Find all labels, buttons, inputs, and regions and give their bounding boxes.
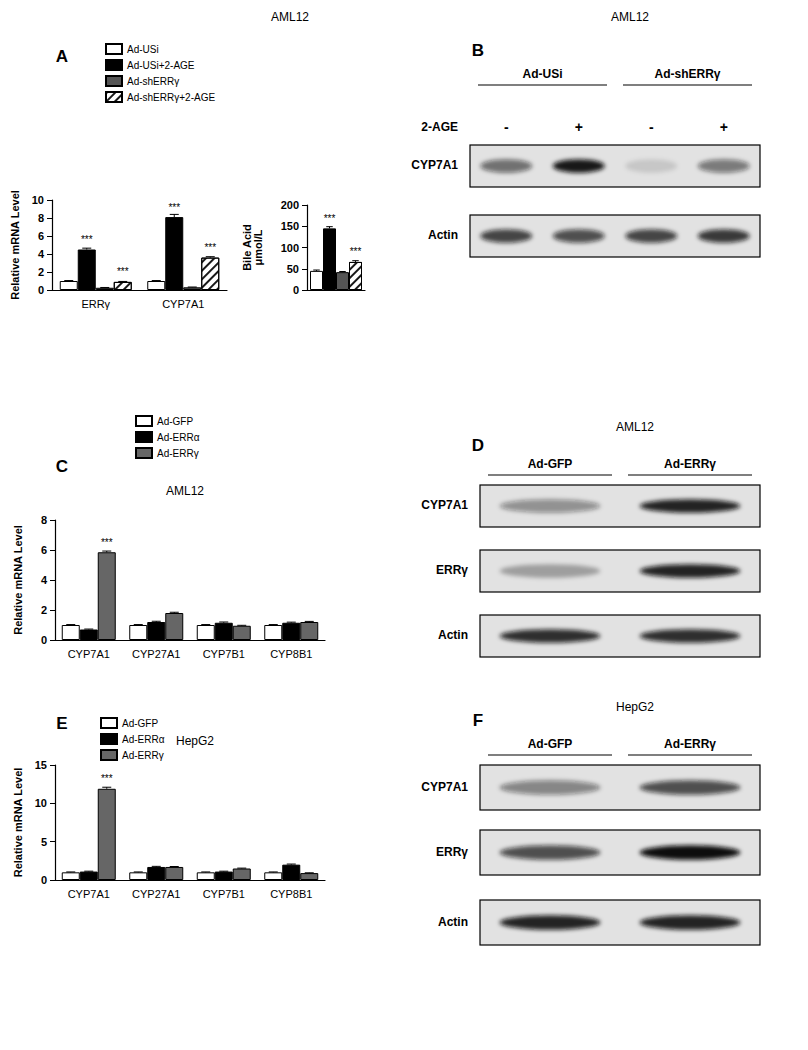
svg-text:μmol/L: μmol/L: [252, 229, 264, 265]
svg-text:2: 2: [38, 266, 44, 278]
svg-text:A: A: [56, 47, 68, 66]
svg-text:0: 0: [38, 284, 44, 296]
svg-text:***: ***: [117, 266, 129, 277]
svg-text:15: 15: [35, 759, 47, 771]
svg-text:ERRγ: ERRγ: [436, 845, 468, 859]
svg-text:CYP27A1: CYP27A1: [132, 648, 180, 660]
svg-text:CYP7A1: CYP7A1: [421, 780, 468, 794]
svg-text:5: 5: [41, 836, 47, 848]
svg-text:2-AGE: 2-AGE: [421, 120, 458, 134]
svg-text:4: 4: [38, 248, 45, 260]
svg-text:0: 0: [41, 874, 47, 886]
svg-text:Relative mRNA Level: Relative mRNA Level: [12, 768, 24, 878]
svg-text:D: D: [472, 436, 484, 455]
svg-text:-: -: [504, 119, 509, 135]
svg-text:Ad-ERRγ: Ad-ERRγ: [664, 737, 716, 751]
svg-text:AML12: AML12: [611, 10, 649, 24]
svg-text:HepG2: HepG2: [176, 734, 214, 748]
svg-text:ERRγ: ERRγ: [436, 563, 468, 577]
svg-text:B: B: [472, 41, 484, 60]
svg-text:CYP7A1: CYP7A1: [162, 298, 204, 310]
svg-text:CYP7A1: CYP7A1: [68, 888, 110, 900]
svg-text:CYP27A1: CYP27A1: [132, 888, 180, 900]
svg-text:Ad-shERRγ+2-AGE: Ad-shERRγ+2-AGE: [127, 92, 215, 103]
svg-text:Ad-GFP: Ad-GFP: [122, 718, 158, 729]
svg-text:Ad-USi: Ad-USi: [127, 44, 159, 55]
svg-text:Bile Acid: Bile Acid: [240, 224, 253, 271]
svg-text:C: C: [56, 457, 68, 476]
svg-text:50: 50: [287, 263, 299, 275]
svg-text:***: ***: [101, 537, 113, 548]
svg-text:Ad-GFP: Ad-GFP: [528, 457, 573, 471]
svg-text:E: E: [56, 714, 67, 733]
svg-text:Ad-shERRγ: Ad-shERRγ: [654, 67, 720, 81]
svg-text:Ad-ERRγ: Ad-ERRγ: [664, 457, 716, 471]
svg-text:AML12: AML12: [271, 10, 309, 24]
svg-text:***: ***: [101, 773, 113, 784]
svg-text:Ad-GFP: Ad-GFP: [528, 737, 573, 751]
svg-text:CYP7B1: CYP7B1: [203, 888, 245, 900]
svg-text:Ad-USi: Ad-USi: [523, 67, 563, 81]
svg-text:0: 0: [293, 284, 299, 296]
svg-text:AML12: AML12: [166, 484, 204, 498]
svg-text:CYP7A1: CYP7A1: [421, 498, 468, 512]
svg-text:Ad-USi+2-AGE: Ad-USi+2-AGE: [127, 60, 195, 71]
svg-text:Ad-GFP: Ad-GFP: [157, 416, 193, 427]
svg-text:0: 0: [41, 634, 47, 646]
svg-text:***: ***: [324, 213, 336, 224]
svg-text:***: ***: [81, 234, 93, 245]
svg-text:8: 8: [38, 212, 44, 224]
svg-text:CYP8B1: CYP8B1: [270, 648, 312, 660]
svg-text:150: 150: [281, 220, 299, 232]
svg-text:Actin: Actin: [438, 915, 468, 929]
svg-text:***: ***: [350, 246, 362, 257]
svg-text:CYP7A1: CYP7A1: [411, 158, 458, 172]
svg-text:ERRγ: ERRγ: [81, 298, 110, 310]
svg-text:+: +: [720, 119, 728, 135]
svg-text:10: 10: [32, 194, 44, 206]
svg-text:Ad-ERRα: Ad-ERRα: [157, 432, 200, 443]
svg-text:200: 200: [281, 199, 299, 211]
svg-text:100: 100: [281, 242, 299, 254]
svg-text:Ad-ERRα: Ad-ERRα: [122, 734, 165, 745]
svg-text:Ad-ERRγ: Ad-ERRγ: [122, 750, 164, 761]
svg-text:Ad-shERRγ: Ad-shERRγ: [127, 76, 179, 87]
svg-text:F: F: [473, 711, 483, 730]
svg-text:2: 2: [41, 604, 47, 616]
svg-text:AML12: AML12: [616, 420, 654, 434]
svg-text:6: 6: [38, 230, 44, 242]
svg-text:CYP8B1: CYP8B1: [270, 888, 312, 900]
svg-text:+: +: [575, 119, 583, 135]
svg-text:4: 4: [41, 574, 48, 586]
svg-text:Relative mRNA Level: Relative mRNA Level: [9, 190, 21, 300]
svg-text:Relative mRNA Level: Relative mRNA Level: [12, 525, 24, 635]
svg-text:-: -: [649, 119, 654, 135]
svg-text:Actin: Actin: [428, 228, 458, 242]
svg-text:8: 8: [41, 514, 47, 526]
svg-text:HepG2: HepG2: [616, 700, 654, 714]
svg-text:Ad-ERRγ: Ad-ERRγ: [157, 448, 199, 459]
svg-text:10: 10: [35, 797, 47, 809]
svg-text:Actin: Actin: [438, 628, 468, 642]
svg-text:***: ***: [204, 242, 216, 253]
svg-text:***: ***: [168, 202, 180, 213]
svg-text:6: 6: [41, 544, 47, 556]
svg-text:CYP7A1: CYP7A1: [68, 648, 110, 660]
svg-text:CYP7B1: CYP7B1: [203, 648, 245, 660]
